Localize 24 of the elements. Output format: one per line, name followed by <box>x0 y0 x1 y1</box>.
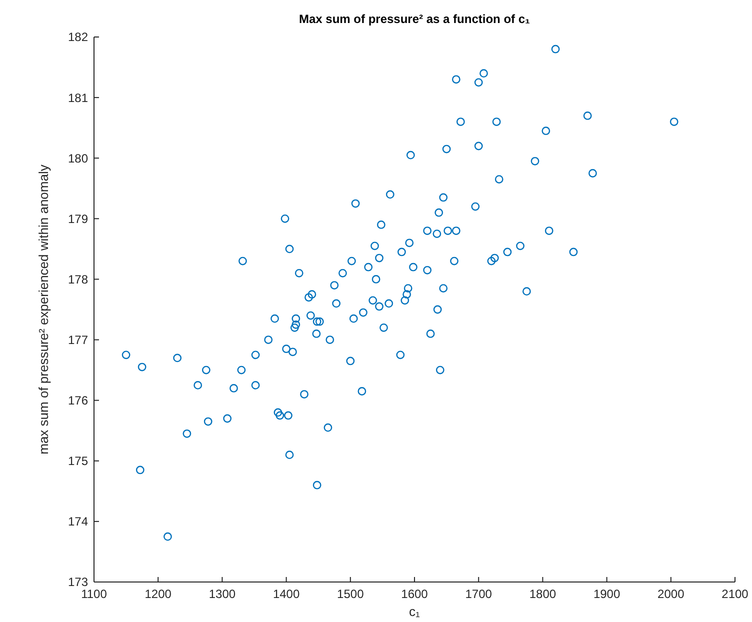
x-tick-label: 2100 <box>722 587 749 601</box>
y-tick-label: 177 <box>68 332 88 347</box>
y-tick-label: 182 <box>68 30 88 44</box>
y-tick-label: 180 <box>68 151 88 166</box>
x-axis-title: c₁ <box>409 604 421 619</box>
x-tick-label: 1200 <box>144 587 172 601</box>
x-tick-label: 2000 <box>658 587 685 601</box>
y-tick-label: 175 <box>68 454 88 468</box>
y-axis-title: max sum of pressure² experienced within anomaly <box>36 164 51 454</box>
x-tick-label: 1100 <box>81 587 108 601</box>
y-tick-label: 181 <box>68 90 88 105</box>
x-tick-label: 1700 <box>465 587 492 601</box>
x-tick-label: 1500 <box>337 587 364 601</box>
x-tick-label: 1300 <box>208 587 236 601</box>
x-tick-label: 1800 <box>529 587 556 601</box>
y-tick-label: 173 <box>68 575 88 590</box>
y-tick-label: 178 <box>68 272 88 286</box>
chart-title: Max sum of pressure² as a function of c₁ <box>298 12 530 26</box>
x-tick-label: 1600 <box>401 587 428 601</box>
y-tick-label: 176 <box>68 394 88 408</box>
x-tick-label: 1400 <box>272 587 300 601</box>
y-tick-label: 179 <box>68 212 88 226</box>
y-tick-label: 174 <box>68 514 88 529</box>
x-tick-label: 1900 <box>593 587 620 601</box>
